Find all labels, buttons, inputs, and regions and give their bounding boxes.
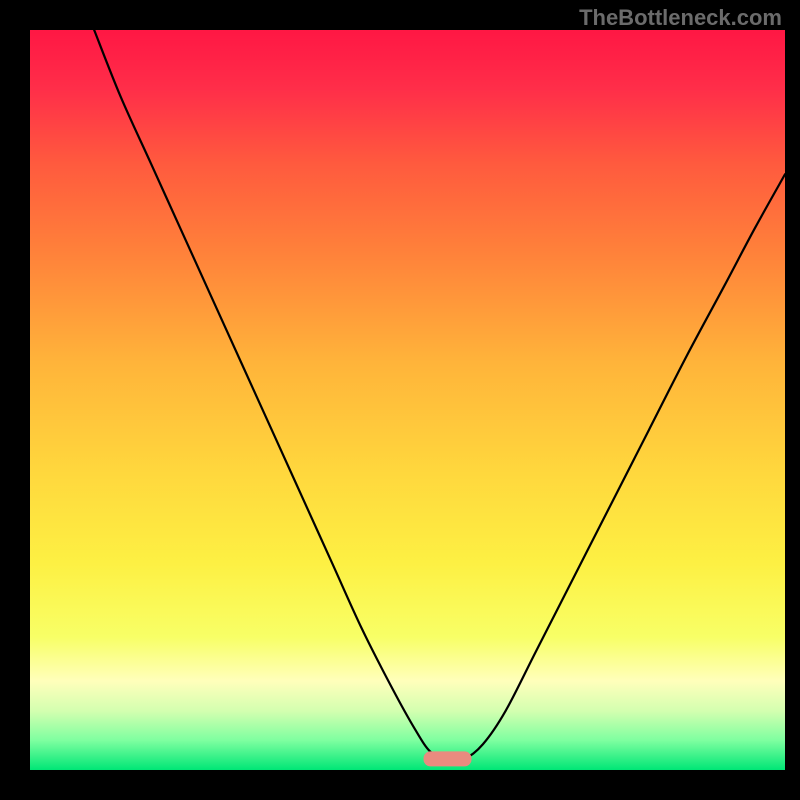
curve-layer bbox=[30, 30, 785, 770]
watermark-text: TheBottleneck.com bbox=[579, 5, 782, 31]
plot-area bbox=[30, 30, 785, 770]
chart-container: TheBottleneck.com bbox=[0, 0, 800, 800]
bottleneck-curve bbox=[94, 30, 785, 760]
minimum-marker bbox=[424, 751, 472, 766]
